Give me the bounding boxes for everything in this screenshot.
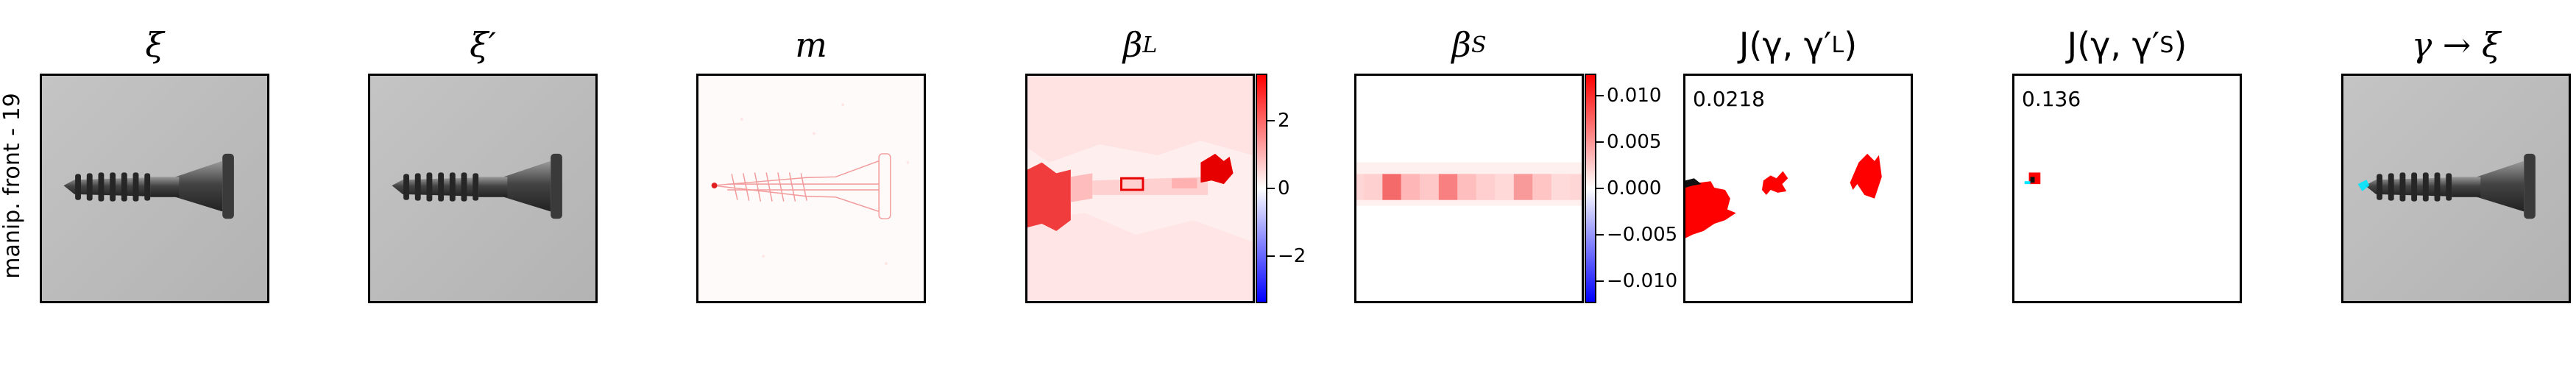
beta-s-map: [1356, 76, 1582, 301]
image-xi: [40, 74, 269, 303]
colorbar-beta-l-tick: 0: [1278, 177, 1290, 199]
panel-title-m: m: [795, 25, 827, 65]
panel-title-xi-prime: ξ′: [470, 25, 496, 65]
colorbar-beta-s: [1585, 74, 1596, 303]
colorbar-beta-s-tick: −0.010: [1607, 270, 1678, 292]
image-j-l: [1683, 74, 1913, 303]
colorbar-beta-l-tick: −2: [1278, 245, 1306, 267]
image-xi-prime: [368, 74, 598, 303]
image-beta-l: [1025, 74, 1255, 303]
jaccard-l-map: [1685, 76, 1911, 301]
colorbar-beta-s-tick: 0.010: [1607, 85, 1662, 107]
panel-title-gamma-xi: γ → ξ: [2411, 25, 2501, 65]
panel-title-j-s: J(γ, γ′ S): [2067, 25, 2187, 65]
image-beta-s: [1354, 74, 1584, 303]
jaccard-score-l: 0.0218: [1693, 87, 1765, 111]
panel-title-j-l: J(γ, γ′ L): [1738, 25, 1858, 65]
mask-image: [698, 76, 924, 301]
colorbar-beta-s-tick: 0.000: [1607, 177, 1662, 199]
screw-image-xi: [42, 76, 267, 301]
jaccard-s-map: [2014, 76, 2240, 301]
colorbar-beta-l-tick: 2: [1278, 110, 1290, 132]
beta-l-map: [1027, 76, 1253, 301]
colorbar-beta-s-tick: 0.005: [1607, 131, 1662, 153]
image-j-s: [2012, 74, 2242, 303]
panel-title-xi: ξ: [145, 25, 164, 65]
row-label: manip. front - 19: [0, 92, 25, 279]
colorbar-beta-s-tick: −0.005: [1607, 224, 1678, 246]
jaccard-score-s: 0.136: [2022, 87, 2081, 111]
colorbar-beta-l: [1256, 74, 1267, 303]
screw-image-xi-prime: [370, 76, 595, 301]
screw-overlay-image: [2343, 76, 2569, 301]
image-m: [696, 74, 926, 303]
image-gamma-xi: [2341, 74, 2571, 303]
